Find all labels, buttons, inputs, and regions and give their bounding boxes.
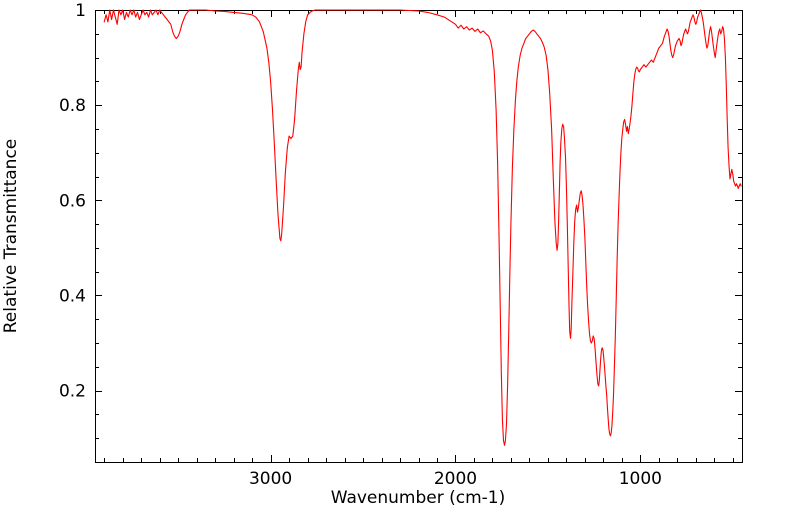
y-axis-title: Relative Transmittance xyxy=(1,139,21,334)
x-tick-label: 2000 xyxy=(434,469,477,489)
plot-frame xyxy=(95,10,743,463)
y-tick-label: 0.8 xyxy=(59,96,86,116)
spectrum-line xyxy=(103,9,742,446)
x-tick-label: 3000 xyxy=(249,469,292,489)
x-tick-label: 1000 xyxy=(619,469,662,489)
y-tick-label: 0.4 xyxy=(59,286,86,306)
y-tick-label: 0.6 xyxy=(59,191,86,211)
y-tick-label: 0.2 xyxy=(59,382,86,402)
y-tick-label: 1 xyxy=(75,1,86,21)
x-axis-title: Wavenumber (cm-1) xyxy=(331,488,506,508)
